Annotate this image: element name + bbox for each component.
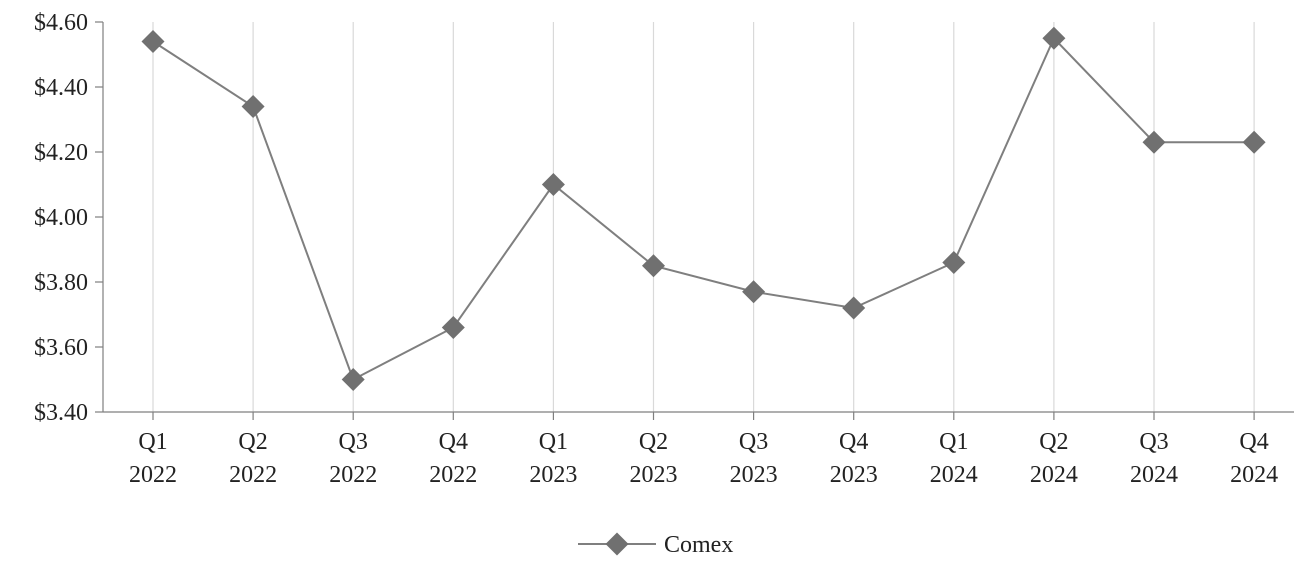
x-tick-label-quarter: Q2	[639, 429, 668, 455]
data-point-diamond	[341, 368, 365, 391]
x-tick-label-year: 2024	[930, 462, 978, 488]
x-tick-label-quarter: Q3	[739, 429, 768, 455]
data-point-diamond	[241, 95, 265, 118]
x-tick-label-year: 2024	[1130, 462, 1178, 488]
x-tick-label-quarter: Q2	[1039, 429, 1068, 455]
y-tick-label: $4.20	[34, 140, 88, 166]
legend-label-comex: Comex	[664, 532, 733, 556]
data-point-diamond	[942, 251, 966, 274]
x-tick-label-quarter: Q3	[1139, 429, 1168, 455]
x-axis-tick-labels: Q1 2022 Q2 2022 Q3 2022 Q4 2022 Q1 2023 Q2 2023 Q3 20…	[129, 429, 1278, 488]
series-comex	[141, 26, 1266, 391]
x-tick-label-quarter: Q1	[138, 429, 167, 455]
axes	[95, 21, 1294, 420]
data-point-diamond	[642, 254, 665, 278]
data-point-diamond	[1142, 130, 1166, 154]
x-tick-label-year: 2022	[229, 462, 277, 488]
x-tick-label-year: 2023	[730, 462, 778, 488]
series-line-comex	[152, 36, 1255, 381]
x-tick-label-quarter: Q1	[539, 429, 568, 455]
data-point-diamond	[1242, 130, 1266, 154]
x-tick-label-quarter: Q1	[939, 429, 968, 455]
y-tick-label: $4.60	[34, 10, 88, 36]
x-tick-label-year: 2022	[429, 462, 477, 488]
y-tick-label: $3.80	[34, 270, 88, 296]
gridlines	[152, 22, 1255, 412]
y-tick-label: $3.60	[34, 335, 88, 361]
x-tick-label-quarter: Q4	[1239, 429, 1268, 455]
data-point-diamond	[541, 173, 565, 196]
x-tick-label-quarter: Q3	[339, 429, 368, 455]
y-tick-label: $3.40	[34, 400, 88, 426]
x-tick-label-quarter: Q4	[439, 429, 468, 455]
data-point-diamond	[441, 316, 465, 339]
data-point-diamond	[141, 30, 165, 53]
y-tick-label: $4.00	[34, 205, 88, 231]
x-tick-label-year: 2022	[329, 462, 377, 488]
legend-diamond-icon	[605, 532, 629, 556]
data-point-diamond	[742, 280, 766, 304]
y-axis-tick-labels: $4.60 $4.40 $4.20 $4.00 $3.80 $3.60 $3.40	[34, 10, 88, 426]
x-tick-label-year: 2023	[529, 462, 577, 488]
x-tick-label-quarter: Q4	[839, 429, 868, 455]
data-point-diamond	[842, 296, 866, 320]
y-tick-label: $4.40	[34, 75, 88, 101]
x-tick-label-year: 2024	[1230, 462, 1278, 488]
x-tick-label-quarter: Q2	[238, 429, 267, 455]
x-tick-label-year: 2023	[830, 462, 878, 488]
data-point-diamond	[1042, 26, 1066, 50]
x-tick-label-year: 2024	[1030, 462, 1078, 488]
x-tick-label-year: 2023	[630, 462, 678, 488]
x-tick-label-year: 2022	[129, 462, 177, 488]
legend: Comex	[578, 532, 733, 558]
